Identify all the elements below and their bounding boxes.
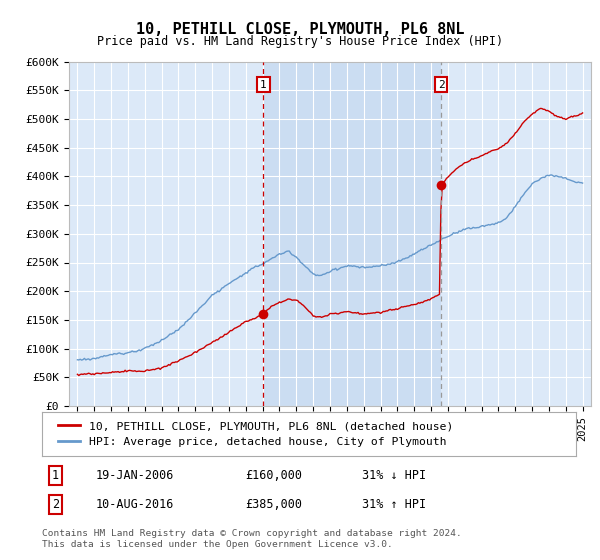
Text: 31% ↓ HPI: 31% ↓ HPI	[362, 469, 427, 482]
Text: 31% ↑ HPI: 31% ↑ HPI	[362, 498, 427, 511]
Text: £160,000: £160,000	[245, 469, 302, 482]
Text: 2: 2	[438, 80, 445, 90]
Text: 10, PETHILL CLOSE, PLYMOUTH, PL6 8NL: 10, PETHILL CLOSE, PLYMOUTH, PL6 8NL	[136, 22, 464, 38]
Text: 1: 1	[52, 469, 59, 482]
Text: Price paid vs. HM Land Registry's House Price Index (HPI): Price paid vs. HM Land Registry's House …	[97, 35, 503, 48]
Text: 19-JAN-2006: 19-JAN-2006	[95, 469, 174, 482]
Text: Contains HM Land Registry data © Crown copyright and database right 2024.
This d: Contains HM Land Registry data © Crown c…	[42, 529, 462, 549]
Text: 10-AUG-2016: 10-AUG-2016	[95, 498, 174, 511]
Text: 1: 1	[260, 80, 267, 90]
Legend: 10, PETHILL CLOSE, PLYMOUTH, PL6 8NL (detached house), HPI: Average price, detac: 10, PETHILL CLOSE, PLYMOUTH, PL6 8NL (de…	[53, 416, 458, 452]
Bar	[263, 62, 442, 406]
Text: 2: 2	[52, 498, 59, 511]
Text: £385,000: £385,000	[245, 498, 302, 511]
